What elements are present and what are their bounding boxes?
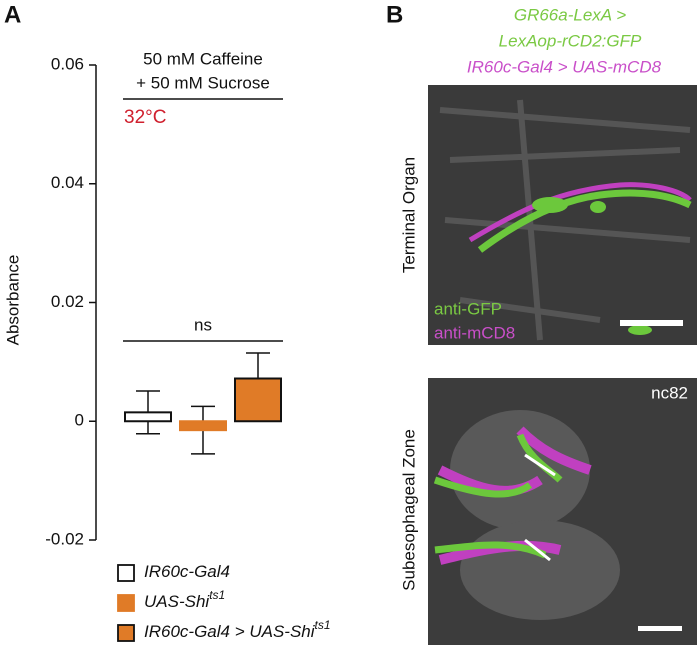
micrograph-bottom xyxy=(428,378,697,645)
region-label: Subesophageal Zone xyxy=(399,429,418,591)
y-tick-label: -0.02 xyxy=(45,529,84,548)
y-tick-label: 0.02 xyxy=(51,292,84,311)
legend-superscript: ts1 xyxy=(209,588,225,602)
legend-swatch xyxy=(117,624,135,642)
genotype: LexAop-rCD2:GFP xyxy=(499,31,642,50)
stain-label: anti-GFP xyxy=(434,299,502,318)
y-tick-label: 0.04 xyxy=(51,173,84,192)
annotation: 50 mM Caffeine xyxy=(143,49,263,68)
annotation: + 50 mM Sucrose xyxy=(136,73,270,92)
bar xyxy=(124,411,172,423)
y-tick-label: 0 xyxy=(75,411,84,430)
genotype: GR66a-LexA > xyxy=(514,5,626,24)
stain-label: nc82 xyxy=(651,383,688,402)
y-axis-label: Absorbance xyxy=(3,255,22,346)
bar xyxy=(179,420,227,432)
legend-label: IR60c-Gal4 xyxy=(144,562,230,581)
legend-swatch xyxy=(117,594,135,612)
micrograph-top xyxy=(428,85,697,345)
bar xyxy=(234,377,282,423)
region-label: Terminal Organ xyxy=(399,157,418,273)
legend-label: UAS-Shits1 xyxy=(144,588,225,611)
legend-superscript: ts1 xyxy=(315,618,331,632)
legend-swatch xyxy=(117,564,135,582)
legend-name: UAS-Shi xyxy=(144,592,210,611)
stain-label: anti-mCD8 xyxy=(434,323,515,342)
legend-label: IR60c-Gal4 > UAS-Shits1 xyxy=(144,618,331,641)
significance: ns xyxy=(194,315,212,334)
y-tick-label: 0.06 xyxy=(51,54,84,73)
condition: 32°C xyxy=(124,107,166,128)
panel-letter: A xyxy=(4,1,21,28)
legend-name: IR60c-Gal4 xyxy=(144,562,230,581)
legend-name: IR60c-Gal4 > UAS-Shi xyxy=(144,622,316,641)
genotype: IR60c-Gal4 > UAS-mCD8 xyxy=(467,57,662,76)
panel-letter: B xyxy=(386,1,403,28)
